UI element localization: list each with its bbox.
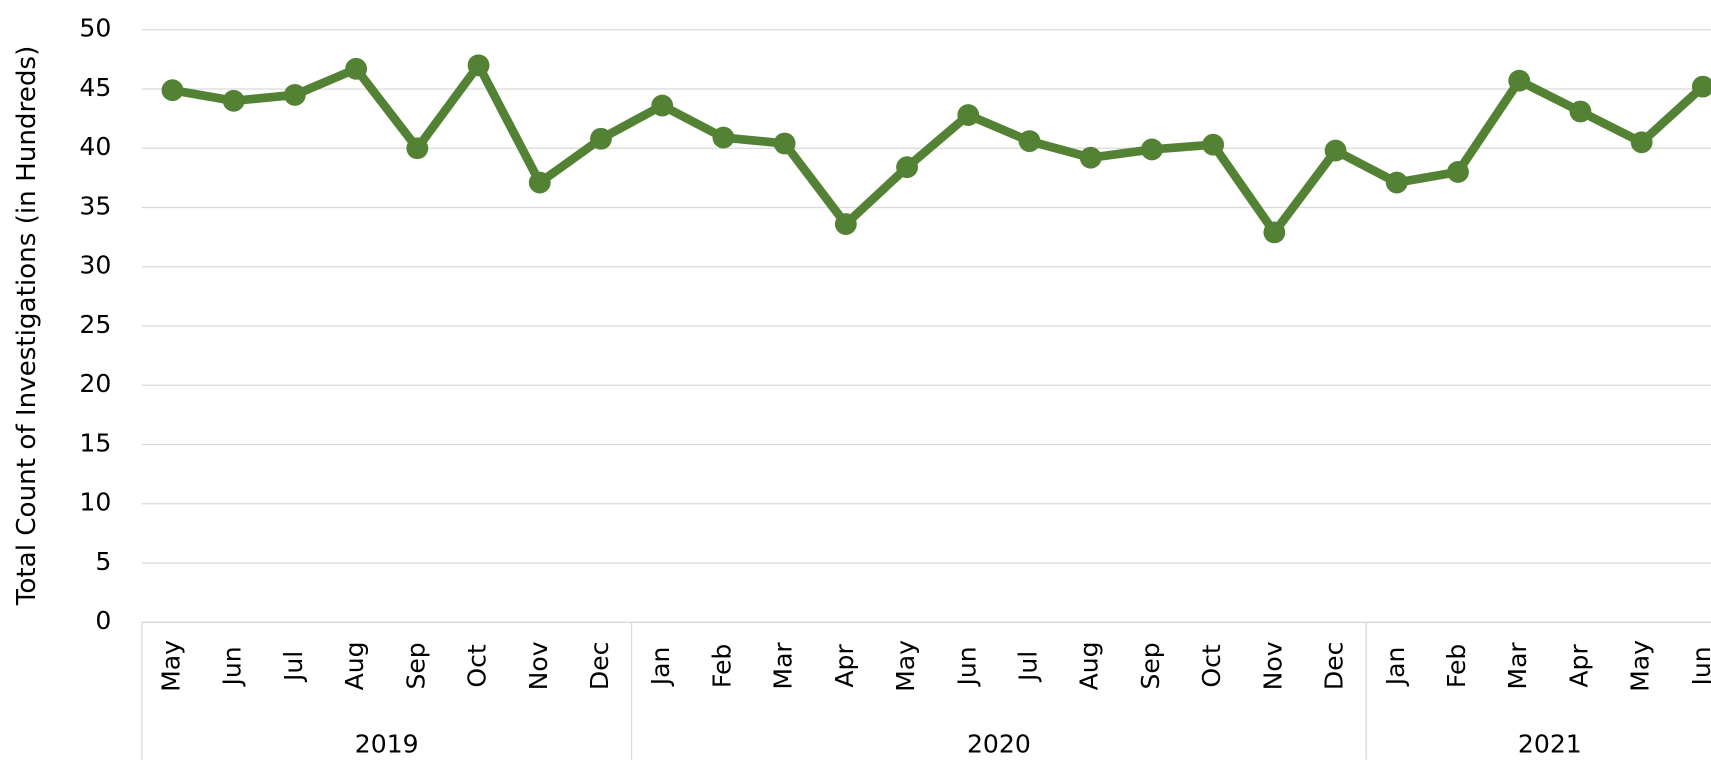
y-tick-label: 40 bbox=[79, 132, 111, 161]
x-tick-label: Feb bbox=[1442, 644, 1471, 688]
x-tick-label: Dec bbox=[585, 642, 614, 691]
x-tick-label: Nov bbox=[524, 641, 553, 690]
data-point bbox=[1385, 171, 1408, 194]
y-tick-label: 10 bbox=[79, 488, 111, 517]
data-point bbox=[834, 213, 857, 235]
data-point bbox=[896, 156, 918, 179]
y-tick-label: 35 bbox=[79, 191, 111, 220]
data-point bbox=[1263, 221, 1286, 244]
x-tick-label: Feb bbox=[707, 644, 736, 688]
y-tick-label: 20 bbox=[79, 369, 111, 398]
x-tick-label: Sep bbox=[1136, 642, 1165, 689]
x-tick-label: Jun bbox=[1687, 646, 1711, 687]
x-tick-label: Jun bbox=[218, 646, 247, 687]
x-tick-label: Jun bbox=[952, 646, 981, 687]
data-point bbox=[283, 83, 306, 106]
group-label: 2021 bbox=[1518, 730, 1582, 759]
data-point bbox=[773, 132, 796, 155]
x-tick-label: Jul bbox=[279, 651, 308, 683]
data-point bbox=[1691, 75, 1711, 98]
data-point bbox=[1141, 138, 1163, 161]
x-tick-label: Mar bbox=[1503, 642, 1532, 690]
data-point bbox=[1324, 139, 1347, 162]
data-point bbox=[1630, 131, 1653, 154]
data-point bbox=[1018, 130, 1041, 153]
group-label: 2019 bbox=[355, 730, 419, 759]
data-point bbox=[1202, 133, 1225, 156]
x-tick-label: Jan bbox=[1381, 647, 1410, 688]
data-point bbox=[1079, 146, 1102, 169]
data-point bbox=[1447, 161, 1469, 183]
data-point bbox=[345, 57, 368, 80]
x-tick-label: Oct bbox=[463, 644, 492, 688]
y-tick-label: 45 bbox=[79, 73, 111, 102]
x-tick-label: Jul bbox=[1013, 651, 1042, 683]
data-point bbox=[1569, 100, 1592, 123]
x-tick-label: Mar bbox=[769, 642, 798, 690]
data-point bbox=[222, 89, 245, 112]
y-tick-label: 25 bbox=[79, 310, 111, 339]
x-tick-label: May bbox=[891, 640, 920, 692]
data-point bbox=[467, 54, 490, 77]
x-tick-label: Apr bbox=[1564, 644, 1593, 688]
x-tick-label: May bbox=[156, 640, 185, 692]
x-tick-label: May bbox=[1626, 640, 1655, 692]
y-tick-label: 0 bbox=[95, 606, 111, 635]
x-tick-label: Nov bbox=[1258, 641, 1287, 690]
x-tick-label: Jan bbox=[646, 647, 675, 688]
x-tick-label: Apr bbox=[830, 644, 859, 688]
group-label: 2020 bbox=[967, 730, 1031, 759]
x-tick-label: Oct bbox=[1197, 644, 1226, 688]
y-axis-label: Total Count of Investigations (in Hundre… bbox=[12, 46, 42, 606]
x-tick-label: Aug bbox=[1075, 641, 1104, 690]
y-tick-label: 15 bbox=[79, 428, 111, 457]
y-tick-label: 5 bbox=[95, 547, 111, 576]
data-point bbox=[406, 137, 429, 160]
data-point bbox=[651, 94, 674, 117]
data-point bbox=[161, 79, 184, 102]
x-tick-label: Dec bbox=[1320, 642, 1349, 691]
data-point bbox=[1508, 69, 1531, 92]
data-point bbox=[957, 104, 980, 126]
data-point bbox=[528, 171, 551, 194]
x-tick-label: Sep bbox=[401, 642, 430, 689]
data-point bbox=[590, 127, 612, 150]
y-tick-label: 50 bbox=[79, 14, 111, 43]
y-tick-label: 30 bbox=[79, 251, 111, 280]
data-point bbox=[712, 126, 735, 149]
x-tick-label: Aug bbox=[340, 641, 369, 690]
